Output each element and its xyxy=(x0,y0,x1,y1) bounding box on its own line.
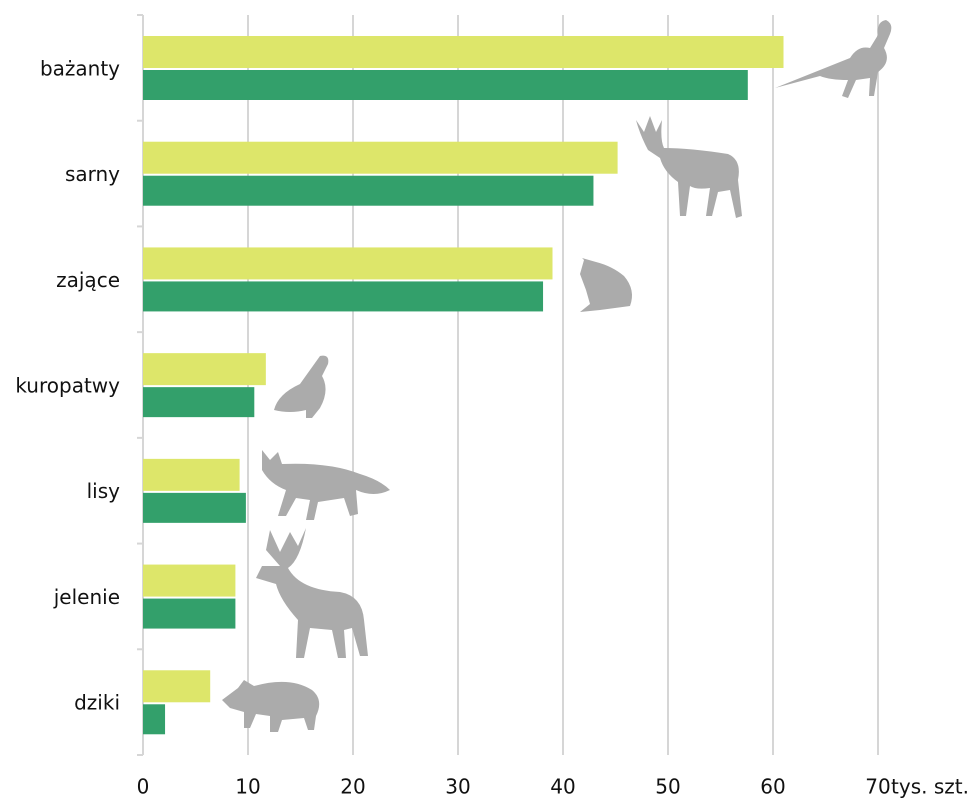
y-tick-label: kuropatwy xyxy=(15,374,120,398)
bar xyxy=(143,36,784,68)
x-tick-label: 30 xyxy=(445,775,470,799)
bar xyxy=(143,175,594,206)
bar xyxy=(143,564,236,597)
y-tick-label: sarny xyxy=(65,162,120,186)
y-tick-label: zające xyxy=(56,268,120,292)
bar xyxy=(143,247,553,280)
bar xyxy=(143,598,236,629)
bar xyxy=(143,141,618,174)
y-tick-label: dziki xyxy=(74,691,120,715)
y-tick-label: bażanty xyxy=(40,56,120,80)
x-tick-label: 70 xyxy=(865,775,890,799)
bar xyxy=(143,492,246,523)
x-tick-label: 0 xyxy=(137,775,150,799)
x-tick-label: 50 xyxy=(655,775,680,799)
bar xyxy=(143,70,748,100)
x-unit: tys. szt. xyxy=(891,775,969,799)
bar xyxy=(143,387,255,418)
x-tick-label: 10 xyxy=(235,775,260,799)
bar xyxy=(143,670,211,703)
x-tick-label: 40 xyxy=(550,775,575,799)
x-tick-label: 60 xyxy=(760,775,785,799)
bar xyxy=(143,704,166,735)
bar xyxy=(143,281,544,312)
bar xyxy=(143,458,240,491)
x-tick-label: 20 xyxy=(340,775,365,799)
y-tick-label: jelenie xyxy=(53,585,120,609)
bar xyxy=(143,353,266,386)
y-tick-label: lisy xyxy=(87,479,121,503)
animal-icons xyxy=(222,20,892,732)
